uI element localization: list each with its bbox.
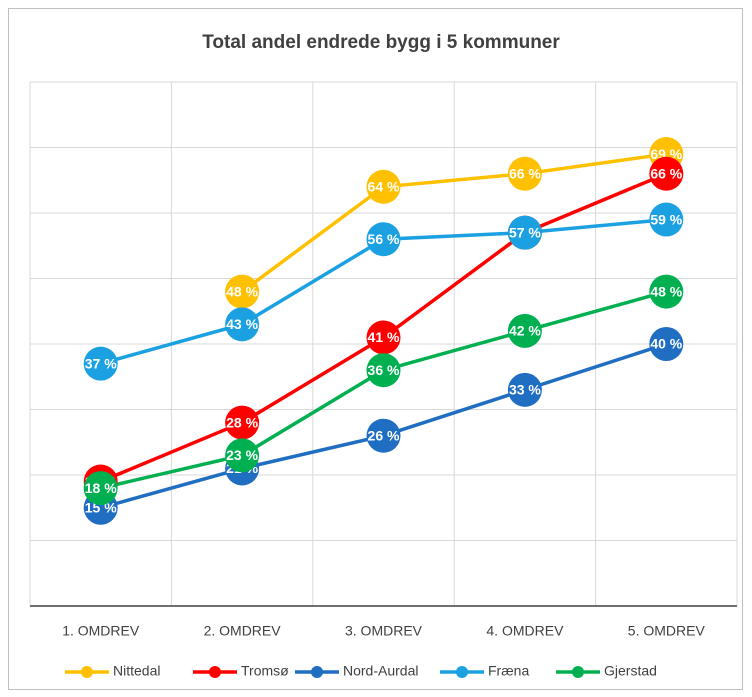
x-tick-label: 3. OMDREV — [345, 623, 423, 639]
marker — [83, 471, 118, 506]
legend-marker — [81, 666, 93, 678]
legend-label: Gjerstad — [604, 663, 657, 679]
data-label: 59 % — [650, 211, 682, 227]
marker — [366, 169, 401, 204]
marker — [83, 346, 118, 381]
data-label: 33 % — [509, 382, 541, 398]
data-label: 66 % — [509, 165, 541, 181]
marker — [507, 313, 542, 348]
data-label: 66 % — [650, 165, 682, 181]
data-label: 36 % — [368, 362, 400, 378]
legend-label: Nittedal — [113, 663, 160, 679]
x-tick-label: 4. OMDREV — [486, 623, 564, 639]
data-label: 26 % — [368, 427, 400, 443]
marker — [366, 320, 401, 355]
marker — [366, 353, 401, 388]
marker — [366, 222, 401, 257]
data-label: 41 % — [368, 329, 400, 345]
marker — [507, 215, 542, 250]
data-label: 40 % — [650, 336, 682, 352]
chart-title: Total andel endrede bygg i 5 kommuner — [202, 32, 560, 53]
x-tick-label: 5. OMDREV — [628, 623, 706, 639]
data-label: 48 % — [226, 283, 258, 299]
marker — [649, 156, 684, 191]
legend-marker — [209, 666, 221, 678]
data-label: 18 % — [85, 480, 117, 496]
legend-label: Fræna — [488, 663, 529, 679]
marker — [225, 405, 260, 440]
marker — [225, 438, 260, 473]
x-tick-label: 1. OMDREV — [62, 623, 140, 639]
series-line — [241, 152, 667, 294]
legend-marker — [572, 666, 584, 678]
marker — [225, 274, 260, 309]
legend-label: Nord-Aurdal — [343, 663, 418, 679]
marker — [649, 274, 684, 309]
marker — [366, 418, 401, 453]
x-tick-label: 2. OMDREV — [204, 623, 282, 639]
data-label: 23 % — [226, 447, 258, 463]
data-label: 64 % — [368, 179, 400, 195]
marker — [649, 202, 684, 237]
data-label: 69 % — [650, 146, 682, 162]
data-label: 28 % — [226, 414, 258, 430]
data-label: 43 % — [226, 316, 258, 332]
legend-marker — [311, 666, 323, 678]
data-label: 37 % — [85, 355, 117, 371]
data-label: 57 % — [509, 224, 541, 240]
marker — [507, 372, 542, 407]
legend-marker — [456, 666, 468, 678]
marker — [507, 156, 542, 191]
data-label: 15 % — [85, 499, 117, 515]
data-label: 48 % — [650, 283, 682, 299]
marker — [225, 307, 260, 342]
data-label: 42 % — [509, 323, 541, 339]
data-label: 56 % — [368, 231, 400, 247]
marker — [649, 327, 684, 361]
legend-label: Tromsø — [241, 663, 289, 679]
